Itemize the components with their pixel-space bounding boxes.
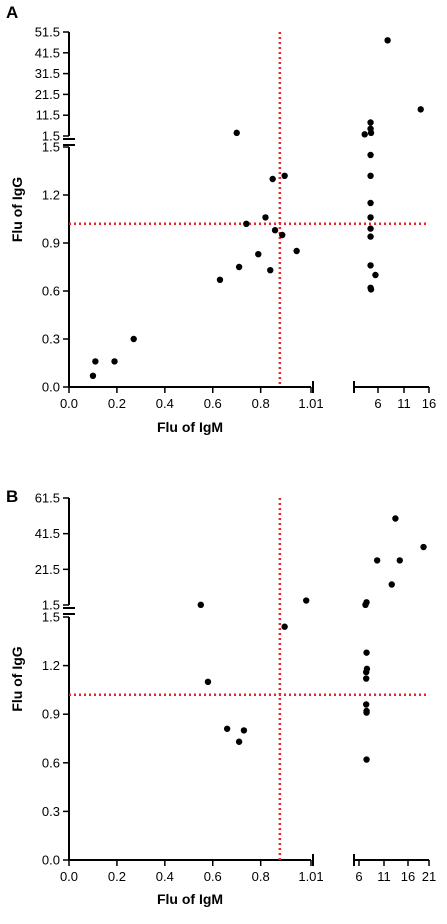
- y-tick-label: 1.2: [42, 188, 60, 203]
- data-point: [367, 233, 374, 240]
- x-axis-title: Flu of IgM: [157, 891, 223, 907]
- data-point: [281, 623, 288, 630]
- data-point: [367, 172, 374, 179]
- y-tick-label: 1.5: [42, 610, 60, 625]
- x-axis-title: Flu of IgM: [157, 419, 223, 435]
- data-point: [392, 515, 399, 522]
- data-point: [111, 358, 118, 365]
- x-tick-label: 0.0: [60, 869, 78, 884]
- x-tick-label: 0.4: [156, 396, 174, 411]
- x-tick-label: 0.6: [204, 396, 222, 411]
- data-point: [363, 709, 370, 716]
- data-point: [367, 262, 374, 269]
- data-point: [363, 649, 370, 656]
- x-tick-label: 16: [401, 869, 415, 884]
- y-tick-label: 11.5: [36, 108, 60, 123]
- data-point: [396, 557, 403, 564]
- data-point: [362, 675, 370, 682]
- data-point: [367, 225, 374, 232]
- y-tick-label: 1.2: [42, 658, 60, 673]
- y-tick-label: 21.5: [35, 562, 60, 577]
- data-point: [233, 129, 240, 137]
- data-point: [281, 172, 288, 179]
- data-point: [293, 247, 300, 255]
- x-tick-label: 1.01: [298, 396, 323, 411]
- data-point: [235, 263, 243, 271]
- y-tick-label: 0.3: [42, 332, 60, 347]
- y-tick-label: 41.5: [35, 526, 60, 541]
- x-tick-label: 6: [374, 396, 381, 411]
- data-point: [267, 267, 274, 274]
- data-point: [367, 286, 375, 293]
- data-point: [367, 129, 375, 137]
- data-point: [367, 151, 374, 159]
- y-tick-label: 41.5: [35, 45, 60, 60]
- y-tick-label: 1.5: [42, 140, 60, 155]
- data-point: [303, 597, 310, 604]
- y-tick-label: 1.5: [42, 598, 60, 613]
- data-point: [363, 756, 370, 763]
- data-point: [262, 214, 269, 221]
- data-point: [204, 678, 212, 685]
- panel-letter: A: [6, 3, 18, 22]
- y-tick-label: 1.5: [42, 129, 60, 144]
- data-point: [197, 601, 204, 609]
- data-point: [130, 335, 137, 343]
- panel-letter: B: [6, 487, 18, 506]
- y-tick-label: 0.6: [42, 284, 60, 299]
- data-point: [235, 738, 243, 745]
- x-tick-label: 0.8: [252, 869, 270, 884]
- x-tick-label: 21: [422, 869, 436, 884]
- data-point: [420, 543, 427, 551]
- y-tick-label: 61.5: [35, 491, 60, 506]
- data-point: [216, 276, 224, 283]
- y-tick-label: 0.0: [42, 853, 60, 868]
- y-tick-label: 51.5: [35, 25, 60, 40]
- data-point: [367, 214, 374, 221]
- data-point: [92, 358, 99, 365]
- x-tick-label: 0.2: [108, 396, 126, 411]
- data-point: [367, 119, 374, 126]
- x-tick-label: 0.0: [60, 396, 78, 411]
- data-point: [372, 271, 379, 279]
- x-tick-label: 1.01: [298, 869, 323, 884]
- y-axis-title: Flu of IgG: [9, 177, 25, 242]
- data-point: [362, 701, 370, 708]
- data-point: [255, 251, 262, 258]
- y-tick-label: 31.5: [35, 66, 60, 81]
- data-point: [89, 372, 97, 379]
- data-point: [279, 231, 286, 239]
- x-tick-label: 11: [397, 396, 411, 411]
- data-point: [417, 106, 424, 113]
- chart-panel-b: B 0.0 0.3 0.6 0.9 1.2 1.51.5 21.5 41.5 61.5 0.0 0.2…: [6, 487, 436, 907]
- data-point: [384, 37, 391, 44]
- data-point: [367, 199, 374, 207]
- data-point: [269, 175, 276, 183]
- y-tick-label: 0.6: [42, 755, 60, 770]
- y-tick-label: 0.9: [42, 236, 60, 251]
- x-tick-label: 6: [355, 869, 362, 884]
- data-point: [362, 668, 370, 676]
- data-point: [373, 557, 381, 564]
- y-tick-label: 0.0: [42, 380, 60, 395]
- x-tick-label: 0.6: [204, 869, 222, 884]
- y-tick-label: 0.3: [42, 804, 60, 819]
- data-point: [363, 599, 370, 606]
- x-tick-label: 0.2: [108, 869, 126, 884]
- x-tick-label: 11: [377, 869, 391, 884]
- data-point: [271, 227, 279, 234]
- data-point: [243, 220, 250, 227]
- x-tick-label: 0.4: [156, 869, 174, 884]
- data-point: [361, 131, 368, 138]
- chart-panel-a: A 0.0 0.3 0.6 0.9 1.2 1.51.5 11.5 21.5 31.5 41.5 51…: [6, 3, 436, 435]
- y-axis-title: Flu of IgG: [9, 646, 25, 711]
- x-tick-label: 0.8: [252, 396, 270, 411]
- data-point: [388, 581, 395, 588]
- data-point: [240, 727, 248, 734]
- y-tick-label: 0.9: [42, 707, 60, 722]
- y-tick-label: 21.5: [35, 87, 60, 102]
- data-point: [223, 725, 231, 732]
- x-tick-label: 16: [422, 396, 436, 411]
